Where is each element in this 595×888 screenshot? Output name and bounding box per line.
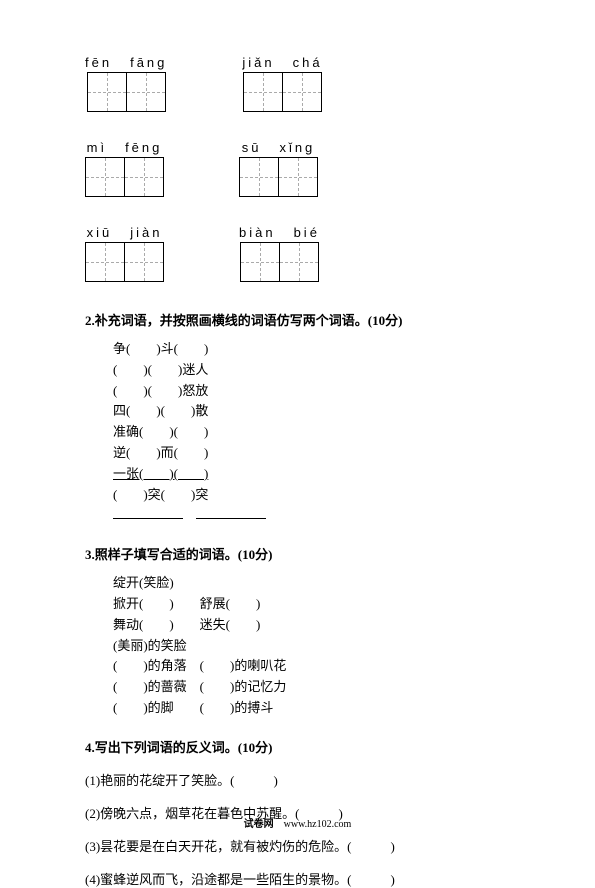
q4-title: 4.写出下列词语的反义词。(10分) <box>85 737 510 756</box>
page-footer: 试卷网 www.hz102.com <box>0 815 595 830</box>
pinyin-box: mìfēng <box>85 140 164 197</box>
q2-block: 争( )斗( ) ( )( )迷人 ( )( )怒放 四( )( )散 准确( … <box>113 339 510 526</box>
q3-block: 绽开(笑脸) 掀开( ) 舒展( ) 舞动( ) 迷失( ) (美丽)的笑脸 (… <box>113 573 510 719</box>
char-grid <box>240 242 319 282</box>
q3-line: ( )的脚 ( )的搏斗 <box>113 698 510 719</box>
char-grid <box>87 72 166 112</box>
pinyin-box: sūxǐng <box>239 140 318 197</box>
q3-line: 舞动( ) 迷失( ) <box>113 615 510 636</box>
char-cell <box>126 72 166 112</box>
pinyin-label: sūxǐng <box>242 140 316 155</box>
char-grid <box>239 157 318 197</box>
char-grid <box>85 242 164 282</box>
char-cell <box>240 242 280 282</box>
pinyin-box: jiǎnchá <box>242 55 322 112</box>
q3-line: 掀开( ) 舒展( ) <box>113 594 510 615</box>
pinyin-label: mìfēng <box>87 140 163 155</box>
q4-item: (4)蜜蜂逆风而飞，沿途都是一些陌生的景物。( ) <box>85 869 510 888</box>
q2-line: ( )突( )突 <box>113 485 510 506</box>
char-cell <box>239 157 279 197</box>
char-cell <box>124 157 164 197</box>
pinyin-label: jiǎnchá <box>242 55 322 70</box>
q3-title: 3.照样子填写合适的词语。(10分) <box>85 544 510 563</box>
char-grid <box>85 157 164 197</box>
q3-line: ( )的角落 ( )的喇叭花 <box>113 656 510 677</box>
q2-line: ( )( )怒放 <box>113 381 510 402</box>
q2-line-underline: 一张( )( ) <box>113 464 510 485</box>
q3-line: ( )的蔷薇 ( )的记忆力 <box>113 677 510 698</box>
q3-line: (美丽)的笑脸 <box>113 636 510 657</box>
char-cell <box>85 157 125 197</box>
char-cell <box>243 72 283 112</box>
pinyin-label: xiūjiàn <box>87 225 163 240</box>
char-cell <box>278 157 318 197</box>
q2-title: 2.补充词语，并按照画横线的词语仿写两个词语。(10分) <box>85 310 510 329</box>
pinyin-box: xiūjiàn <box>85 225 164 282</box>
char-cell <box>279 242 319 282</box>
q2-blanks <box>113 505 510 526</box>
q2-line: 争( )斗( ) <box>113 339 510 360</box>
q4-item: (3)昙花要是在白天开花，就有被灼伤的危险。( ) <box>85 836 510 855</box>
char-grid <box>243 72 322 112</box>
q3-line: 绽开(笑脸) <box>113 573 510 594</box>
q2-line: 四( )( )散 <box>113 401 510 422</box>
pinyin-box: fēnfāng <box>85 55 167 112</box>
q2-line: 逆( )而( ) <box>113 443 510 464</box>
char-cell <box>124 242 164 282</box>
q2-line: ( )( )迷人 <box>113 360 510 381</box>
pinyin-box: biànbié <box>239 225 320 282</box>
char-cell <box>85 242 125 282</box>
q4-item: (1)艳丽的花绽开了笑脸。( ) <box>85 770 510 789</box>
char-cell <box>87 72 127 112</box>
pinyin-label: biànbié <box>239 225 320 240</box>
pinyin-label: fēnfāng <box>85 55 167 70</box>
q2-line: 准确( )( ) <box>113 422 510 443</box>
char-cell <box>282 72 322 112</box>
